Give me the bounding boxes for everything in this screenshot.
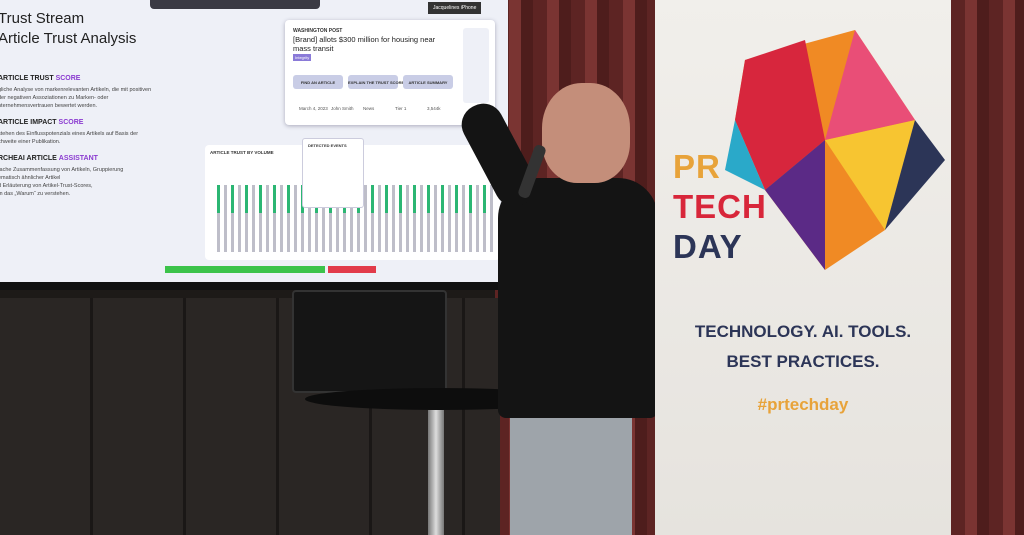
section-heading: RCHEAI ARTICLE ASSISTANT — [0, 155, 98, 162]
meta: March 4, 2023 — [299, 106, 328, 111]
heading-highlight: SCORE — [58, 119, 84, 126]
brand-pr: PR — [673, 148, 721, 185]
heading-highlight: ASSISTANT — [58, 155, 98, 162]
hashtag: #prtechday — [757, 395, 849, 414]
laptop — [292, 290, 447, 393]
geometric-head — [725, 30, 945, 270]
section-text: ematisch ähnlicher Artikel — [0, 175, 61, 181]
toolbar — [150, 0, 320, 9]
heading-label: ARTICLE TRUST — [0, 75, 56, 82]
title: Trust Stream — [0, 10, 85, 27]
card-headline: [Brand] allots $300 million for housing … — [293, 35, 436, 53]
meta: 3,544k — [427, 106, 441, 111]
meta: Tier 1 — [395, 106, 407, 111]
section-text: der negativen Assoziationen zu Marken- o… — [0, 95, 109, 101]
popup: DETECTED EVENTS — [302, 138, 364, 208]
button: ARTICLE SUMMARY — [403, 75, 453, 89]
meta: John Smith — [331, 106, 354, 111]
score-box — [463, 28, 489, 103]
section-text: chweite einer Publikation. — [0, 139, 61, 145]
section-heading: ARTICLE IMPACT SCORE — [0, 119, 83, 126]
popup-title: DETECTED EVENTS — [308, 143, 347, 148]
section-text: nternehmensvertrauen bewertet werden. — [0, 103, 98, 109]
button: EXPLAIN THE TRUST SCORE — [348, 75, 404, 89]
screen: Trust Stream Article Trust Analysis ARTI… — [0, 0, 508, 290]
brand-day: DAY — [673, 228, 743, 265]
card: WASHINGTON POST [Brand] allots $300 mill… — [285, 20, 495, 125]
button: FIND AN ARTICLE — [293, 75, 343, 89]
tagline: TECHNOLOGY. AI. TOOLS. — [694, 322, 912, 341]
person-head — [542, 83, 630, 183]
tagline: BEST PRACTICES. — [726, 352, 880, 371]
device-label: Jacquelines iPhone — [428, 2, 482, 14]
section-text: m das „Warum“ zu verstehen. — [0, 191, 71, 197]
section-text: d Erläuterung von Artikel-Trust-Scores, — [0, 183, 93, 189]
heading-label: ARTICLE IMPACT — [0, 119, 59, 126]
person-legs — [510, 410, 632, 535]
banner: PR TECH DAY TECHNOLOGY. AI. TOOLS. BEST … — [655, 0, 951, 535]
section-text: stehen des Einflusspotenzials eines Arti… — [0, 131, 139, 137]
table-leg — [428, 410, 444, 535]
status-bar — [165, 266, 325, 273]
card-source: WASHINGTON POST — [293, 28, 343, 34]
chart-title: ARTICLE TRUST BY VOLUME — [210, 150, 274, 155]
brand-tech: TECH — [673, 188, 767, 225]
section-heading: ARTICLE TRUST SCORE — [0, 75, 80, 82]
title: Article Trust Analysis — [0, 30, 137, 47]
person-torso — [498, 178, 658, 418]
tag: Integrity — [293, 54, 312, 61]
status-red — [328, 266, 376, 273]
meta: News — [363, 106, 375, 111]
section-text: fache Zusammenfassung von Artikeln, Grup… — [0, 167, 124, 173]
heading-label: RCHEAI ARTICLE — [0, 155, 59, 162]
section-text: gliche Analyse von markenrelevanten Arti… — [0, 87, 152, 93]
heading-highlight: SCORE — [55, 75, 81, 82]
